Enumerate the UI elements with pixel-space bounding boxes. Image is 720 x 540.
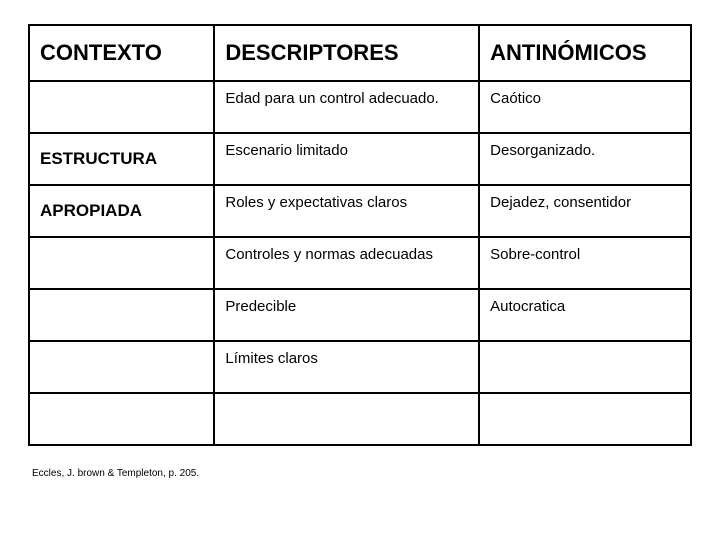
table-row xyxy=(29,393,691,445)
cell-context: APROPIADA xyxy=(29,185,214,237)
cell-descriptor: Roles y expectativas claros xyxy=(214,185,479,237)
cell-context xyxy=(29,341,214,393)
cell-context xyxy=(29,237,214,289)
cell-descriptor: Predecible xyxy=(214,289,479,341)
cell-antonym: Dejadez, consentidor xyxy=(479,185,691,237)
slide: CONTEXTO DESCRIPTORES ANTINÓMICOS Edad p… xyxy=(0,0,720,540)
table-row: Predecible Autocratica xyxy=(29,289,691,341)
cell-descriptor: Edad para un control adecuado. xyxy=(214,81,479,133)
cell-context xyxy=(29,289,214,341)
table-header-row: CONTEXTO DESCRIPTORES ANTINÓMICOS xyxy=(29,25,691,81)
table-row: ESTRUCTURA Escenario limitado Desorganiz… xyxy=(29,133,691,185)
cell-context xyxy=(29,81,214,133)
table-row: Edad para un control adecuado. Caótico xyxy=(29,81,691,133)
header-antinomicos: ANTINÓMICOS xyxy=(479,25,691,81)
cell-descriptor: Escenario limitado xyxy=(214,133,479,185)
cell-antonym: Desorganizado. xyxy=(479,133,691,185)
header-contexto: CONTEXTO xyxy=(29,25,214,81)
cell-antonym: Sobre-control xyxy=(479,237,691,289)
footnote-citation: Eccles, J. brown & Templeton, p. 205. xyxy=(28,468,692,479)
table-row: APROPIADA Roles y expectativas claros De… xyxy=(29,185,691,237)
header-descriptores: DESCRIPTORES xyxy=(214,25,479,81)
table-row: Límites claros xyxy=(29,341,691,393)
cell-descriptor xyxy=(214,393,479,445)
cell-context xyxy=(29,393,214,445)
cell-descriptor: Límites claros xyxy=(214,341,479,393)
cell-context: ESTRUCTURA xyxy=(29,133,214,185)
content-table: CONTEXTO DESCRIPTORES ANTINÓMICOS Edad p… xyxy=(28,24,692,446)
cell-descriptor: Controles y normas adecuadas xyxy=(214,237,479,289)
cell-antonym xyxy=(479,393,691,445)
table-row: Controles y normas adecuadas Sobre-contr… xyxy=(29,237,691,289)
cell-antonym: Caótico xyxy=(479,81,691,133)
cell-antonym xyxy=(479,341,691,393)
cell-antonym: Autocratica xyxy=(479,289,691,341)
